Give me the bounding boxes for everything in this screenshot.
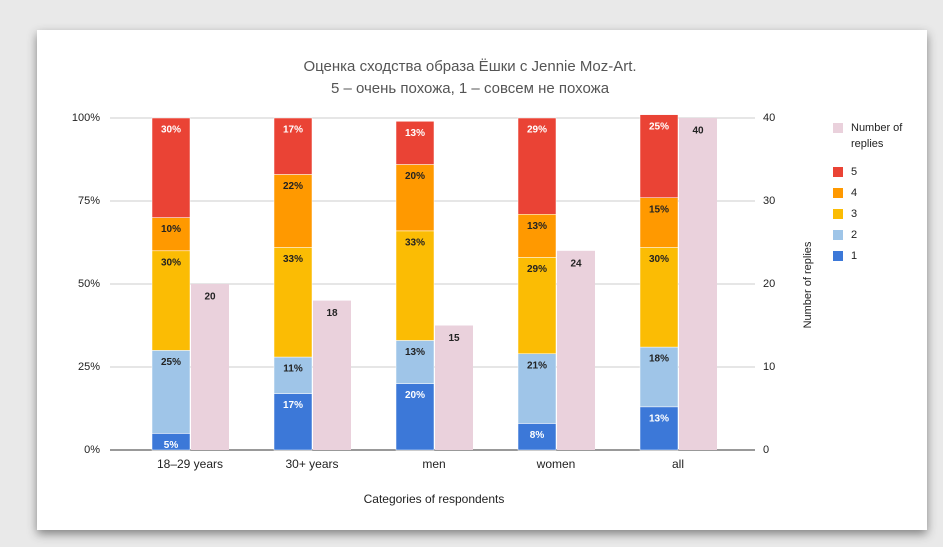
x-axis-title: Categories of respondents: [364, 492, 505, 506]
stack-segment: [273, 174, 313, 248]
x-tick-label: all: [672, 457, 684, 471]
y2-tick-label: 30: [763, 195, 775, 207]
y-tick-label: 25%: [78, 361, 100, 373]
data-label: 25%: [161, 357, 181, 368]
stack-segment: [151, 350, 191, 434]
data-label: 22%: [283, 181, 303, 192]
y-tick-label: 0%: [84, 444, 100, 456]
reply-bar: [557, 250, 595, 450]
data-label: 17%: [283, 125, 303, 136]
y2-tick-label: 10: [763, 361, 775, 373]
data-label: 33%: [283, 254, 303, 265]
data-label: 29%: [527, 125, 547, 136]
legend-label: 5: [851, 166, 857, 178]
x-tick-label: men: [422, 457, 445, 471]
data-label: 17%: [283, 400, 303, 411]
data-label: 11%: [283, 364, 303, 375]
data-label: 5%: [164, 440, 179, 451]
y-tick-label: 100%: [72, 112, 100, 124]
stack-segment: [395, 164, 435, 232]
data-label: 8%: [530, 430, 545, 441]
legend-label: Number of replies: [851, 122, 903, 150]
reply-bar: [435, 325, 473, 450]
stack-segment: [639, 197, 679, 248]
data-label: 18%: [649, 354, 669, 365]
legend-label: 4: [851, 187, 857, 199]
stack-segment: [151, 117, 191, 218]
x-tick-label: 18–29 years: [157, 457, 223, 471]
legend-label: 2: [851, 229, 857, 241]
data-label: 13%: [527, 221, 547, 232]
data-label: 13%: [405, 128, 425, 139]
data-label: 30%: [649, 254, 669, 265]
stack-segment: [639, 346, 679, 408]
stack-segment: [517, 214, 557, 258]
reply-bar: [679, 118, 717, 450]
data-label: 20%: [405, 171, 425, 182]
stack-segment: [273, 393, 313, 451]
stack-segment: [517, 117, 557, 215]
legend-label: 1: [851, 250, 857, 262]
data-label: 29%: [527, 264, 547, 275]
y2-axis-title: Number of replies: [802, 241, 814, 328]
stack-segment: [395, 121, 435, 165]
stack-segment: [517, 257, 557, 354]
stack-segment: [151, 217, 191, 252]
data-label: 21%: [527, 360, 547, 371]
stack-segment: [273, 356, 313, 394]
x-tick-label: women: [536, 457, 576, 471]
stack-segment: [639, 114, 679, 198]
data-label: 15%: [649, 204, 669, 215]
data-label: 13%: [405, 347, 425, 358]
data-label: 25%: [649, 121, 669, 132]
stack-segment: [517, 353, 557, 424]
x-tick-label: 30+ years: [285, 457, 338, 471]
legend-swatch: [833, 251, 843, 261]
data-label: 30%: [161, 125, 181, 136]
data-label: 33%: [405, 238, 425, 249]
stack-segment: [395, 230, 435, 341]
legend-label: 3: [851, 208, 857, 220]
reply-bar: [313, 300, 351, 450]
stack-segment: [395, 383, 435, 451]
stack-segment: [395, 340, 435, 384]
chart-title: Оценка сходства образа Ёшки с Jennie Moz…: [303, 58, 636, 75]
data-label: 10%: [161, 224, 181, 235]
stack-segment: [639, 406, 679, 451]
y-tick-label: 50%: [78, 278, 100, 290]
reply-bar: [191, 284, 229, 450]
stack-segment: [273, 117, 313, 175]
data-label: 40: [692, 126, 704, 137]
legend-swatch: [833, 188, 843, 198]
legend-swatch: [833, 230, 843, 240]
y2-tick-label: 40: [763, 112, 775, 124]
y2-tick-label: 0: [763, 444, 769, 456]
stack-segment: [151, 250, 191, 351]
legend-swatch: [833, 209, 843, 219]
data-label: 15: [448, 333, 460, 344]
data-label: 24: [570, 258, 582, 269]
data-label: 18: [326, 308, 338, 319]
data-label: 20%: [405, 390, 425, 401]
data-label: 30%: [161, 257, 181, 268]
y-tick-label: 75%: [78, 195, 100, 207]
legend-swatch: [833, 123, 843, 133]
legend-swatch: [833, 167, 843, 177]
stack-segment: [639, 247, 679, 348]
data-label: 13%: [649, 413, 669, 424]
data-label: 20: [204, 292, 216, 303]
y2-tick-label: 20: [763, 278, 775, 290]
chart-subtitle: 5 – очень похожа, 1 – совсем не похожа: [331, 80, 610, 97]
